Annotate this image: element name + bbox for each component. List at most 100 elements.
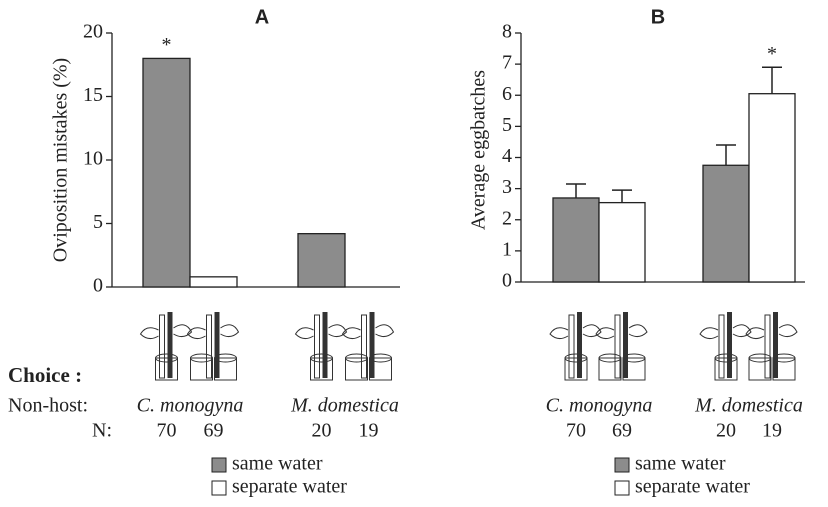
n-label: N: xyxy=(92,420,112,442)
icon xyxy=(628,324,648,338)
icon xyxy=(214,312,220,378)
category-label: C. monogyna xyxy=(546,395,653,417)
bar xyxy=(748,93,796,283)
legend-swatch xyxy=(211,457,227,473)
category-label: M. domestica xyxy=(290,395,399,417)
icon xyxy=(155,353,178,363)
n-value: 20 xyxy=(312,420,332,442)
icon xyxy=(727,312,732,378)
legend-label: separate water xyxy=(635,476,750,498)
icon xyxy=(206,314,212,379)
icon xyxy=(598,357,622,381)
icon xyxy=(773,312,778,378)
icon xyxy=(369,312,375,378)
legend-swatch xyxy=(614,480,630,496)
icon xyxy=(778,324,798,338)
icon xyxy=(310,357,333,381)
icon xyxy=(341,327,361,340)
significance-marker: * xyxy=(162,34,172,56)
legend-label: same water xyxy=(635,453,726,475)
n-value: 69 xyxy=(204,420,224,442)
error-bar xyxy=(716,144,736,166)
icon xyxy=(764,314,771,379)
n-value: 70 xyxy=(566,420,586,442)
bar xyxy=(552,197,600,283)
category-label: M. domestica xyxy=(694,395,803,417)
icon xyxy=(322,312,328,378)
panel-title: B xyxy=(651,6,665,28)
y-tick-label: 7 xyxy=(502,52,512,74)
legend-label: separate water xyxy=(232,476,347,498)
n-value: 20 xyxy=(716,420,736,442)
y-tick-label: 5 xyxy=(93,211,103,233)
y-tick-label: 20 xyxy=(83,21,103,43)
significance-marker: * xyxy=(767,43,777,65)
n-value: 19 xyxy=(762,420,782,442)
n-value: 70 xyxy=(157,420,177,442)
icon xyxy=(173,324,193,338)
y-tick-label: 2 xyxy=(502,207,512,229)
y-tick-label: 0 xyxy=(93,275,103,297)
bar xyxy=(702,164,750,283)
icon xyxy=(595,327,615,340)
icon xyxy=(345,353,368,363)
icon xyxy=(623,312,628,378)
icon xyxy=(310,353,333,363)
icon xyxy=(568,314,575,379)
choice-label: Choice : xyxy=(8,363,82,387)
icon xyxy=(732,324,752,338)
icon xyxy=(314,314,320,379)
non-host-label: Non-host: xyxy=(8,395,88,417)
y-tick-label: 15 xyxy=(83,84,103,106)
icon xyxy=(361,314,367,379)
icon xyxy=(190,353,213,363)
n-value: 19 xyxy=(359,420,379,442)
icon xyxy=(598,353,622,363)
y-axis-label: Average eggbatches xyxy=(468,70,490,230)
legend-swatch xyxy=(614,457,630,473)
icon xyxy=(748,353,772,363)
category-label: C. monogyna xyxy=(137,395,244,417)
icon xyxy=(375,324,395,338)
icon xyxy=(577,312,582,378)
icon xyxy=(159,314,165,379)
y-tick-label: 4 xyxy=(502,145,512,167)
icon xyxy=(139,327,159,340)
icon xyxy=(328,324,348,338)
y-tick-label: 6 xyxy=(502,83,512,105)
icon xyxy=(294,327,314,340)
icon xyxy=(549,327,569,340)
icon xyxy=(345,357,368,381)
icon xyxy=(718,314,725,379)
icon xyxy=(167,312,173,378)
icon xyxy=(699,327,719,340)
error-bar xyxy=(566,183,586,198)
bar xyxy=(598,201,646,283)
y-tick-label: 0 xyxy=(502,270,512,292)
y-axis-label: Oviposition mistakes (%) xyxy=(50,58,72,262)
y-tick-label: 8 xyxy=(502,21,512,43)
legend-label: same water xyxy=(232,453,323,475)
panel-title: A xyxy=(255,6,269,28)
y-tick-label: 5 xyxy=(502,114,512,136)
y-tick-label: 1 xyxy=(502,238,512,260)
icon xyxy=(714,353,738,363)
bar xyxy=(142,57,191,288)
icon xyxy=(155,357,178,381)
icon xyxy=(186,327,206,340)
icon xyxy=(748,357,772,381)
y-tick-label: 10 xyxy=(83,148,103,170)
icon xyxy=(745,327,765,340)
icon xyxy=(190,357,213,381)
y-tick-label: 3 xyxy=(502,176,512,198)
icon xyxy=(614,314,621,379)
icon xyxy=(714,357,738,381)
icon xyxy=(220,324,240,338)
n-value: 69 xyxy=(612,420,632,442)
error-bar xyxy=(762,66,782,94)
bar xyxy=(189,276,238,288)
error-bar xyxy=(612,189,632,203)
legend-swatch xyxy=(211,480,227,496)
icon xyxy=(564,353,588,363)
